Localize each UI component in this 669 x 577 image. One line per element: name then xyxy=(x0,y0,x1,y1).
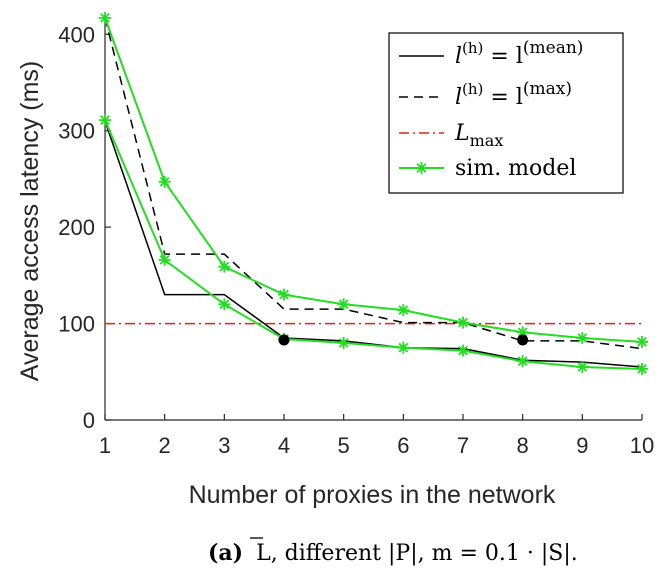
series-lines xyxy=(104,17,643,370)
star-stroke xyxy=(398,305,409,315)
star-point xyxy=(218,260,231,273)
star-stroke xyxy=(338,299,349,310)
star-point xyxy=(397,304,410,317)
series-line xyxy=(104,119,643,370)
star-point xyxy=(457,316,469,329)
caption-text: L, different |P|, m = 0.1 · |S|. xyxy=(256,541,578,566)
x-tick-label: 3 xyxy=(218,433,230,458)
y-tick-label: 300 xyxy=(58,119,95,144)
star-stroke xyxy=(279,289,289,300)
star-point xyxy=(337,298,350,311)
legend-label: sim. model xyxy=(455,156,576,181)
y-tick-label: 100 xyxy=(58,312,95,337)
x-tick-label: 4 xyxy=(278,433,290,458)
caption-prefix: (a) xyxy=(208,540,243,566)
caption: (a) L, different |P|, m = 0.1 · |S|. xyxy=(208,537,578,566)
legend-star xyxy=(415,162,428,174)
y-axis-label: Average access latency (ms) xyxy=(16,61,44,382)
star-stroke xyxy=(398,342,409,353)
star-point xyxy=(457,344,469,357)
series-line xyxy=(104,17,643,343)
star-point xyxy=(576,332,589,345)
star-stroke xyxy=(517,327,528,338)
star-point xyxy=(99,114,111,127)
x-tick-label: 2 xyxy=(159,433,171,458)
highlight-dot xyxy=(278,334,290,346)
x-axis-label: Number of proxies in the network xyxy=(189,481,556,509)
star-stroke xyxy=(458,345,468,356)
star-point xyxy=(158,175,171,188)
star-stroke xyxy=(100,13,110,23)
star-stroke xyxy=(338,337,349,348)
y-tick-label: 400 xyxy=(58,22,95,47)
star-point xyxy=(636,362,648,375)
highlight-dot xyxy=(517,334,529,346)
star-point xyxy=(636,335,648,348)
x-tick-label: 9 xyxy=(576,433,588,458)
star-stroke xyxy=(159,255,170,265)
star-stroke xyxy=(637,364,647,374)
legend-box xyxy=(388,32,624,194)
series-line xyxy=(104,17,643,350)
legend-label: Lmax xyxy=(454,121,503,150)
x-tick-label: 7 xyxy=(457,433,469,458)
star-point xyxy=(397,341,410,354)
star-point xyxy=(516,355,529,368)
x-tick-label: 6 xyxy=(397,433,409,458)
star-stroke xyxy=(100,115,110,125)
x-tick-label: 1 xyxy=(99,433,111,458)
star-point xyxy=(278,288,290,301)
x-tick-label: 8 xyxy=(517,433,529,458)
star-stroke xyxy=(577,362,588,372)
legend-label: l(h) = l(mean) xyxy=(455,38,583,69)
star-point xyxy=(218,298,231,311)
star-stroke xyxy=(458,317,468,328)
star-point xyxy=(576,360,589,373)
star-stroke xyxy=(159,176,170,187)
star-stroke xyxy=(637,337,647,347)
legend-label: l(h) = l(max) xyxy=(455,79,572,110)
star-point xyxy=(158,253,171,266)
svg-text:(a) L, different |P|, m: (a) L, different |P|, m = 0.1 · |S|. xyxy=(208,540,578,566)
x-tick-label: 10 xyxy=(630,433,654,458)
star-stroke xyxy=(219,299,230,310)
y-tick-label: 0 xyxy=(83,408,95,433)
star-point xyxy=(99,11,111,24)
star-stroke xyxy=(517,356,528,367)
y-tick-label: 200 xyxy=(58,215,95,240)
data-points xyxy=(99,11,648,375)
star-stroke xyxy=(416,163,427,173)
legend: l(h) = l(mean) l(h) = l(max) Lmax sim. mode… xyxy=(388,32,624,194)
star-point xyxy=(337,336,350,349)
star-stroke xyxy=(219,261,230,272)
star-stroke xyxy=(577,333,588,343)
x-tick-label: 5 xyxy=(338,433,350,458)
